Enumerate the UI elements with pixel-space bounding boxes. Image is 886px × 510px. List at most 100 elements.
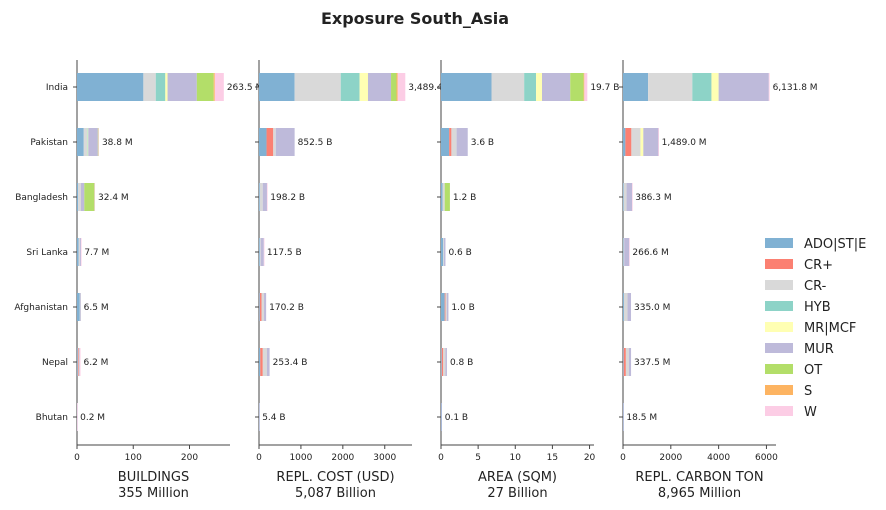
bar-segment [628, 348, 632, 376]
legend-label: HYB [804, 300, 831, 315]
bar-segment [623, 73, 649, 101]
bar-segment [441, 403, 442, 431]
bar-segment [623, 183, 624, 211]
x-tick-label: 100 [125, 453, 142, 463]
bar-segment [80, 183, 85, 211]
bar-total-label: 6,131.8 M [773, 83, 818, 93]
bar-segment [80, 293, 81, 321]
bar-segment [80, 238, 82, 266]
x-tick-label: 0 [256, 453, 262, 463]
bar-segment [623, 128, 626, 156]
x-tick-label: 2000 [659, 453, 682, 463]
bar-segment [491, 73, 525, 101]
legend-label: MUR [804, 342, 834, 357]
bar-segment [451, 128, 457, 156]
category-label: Bangladesh [15, 193, 68, 203]
bar-segment [441, 348, 442, 376]
bar-segment [692, 73, 712, 101]
bar-segment [79, 348, 81, 376]
x-tick-label: 0 [620, 453, 626, 463]
legend-label: S [804, 384, 812, 399]
category-label: Afghanistan [14, 303, 68, 313]
bar-total-label: 0.2 M [80, 413, 105, 423]
bar-segment [77, 348, 79, 376]
bar-segment [640, 128, 644, 156]
x-tick-label: 3000 [373, 453, 396, 463]
bar-segment [84, 183, 95, 211]
bar-segment [262, 183, 267, 211]
x-tick-label: 6000 [755, 453, 778, 463]
bar-segment [711, 73, 719, 101]
bar-segment [456, 128, 468, 156]
bar-total-label: 0.1 B [445, 413, 468, 423]
bar-segment [294, 73, 341, 101]
bar-segment [259, 293, 262, 321]
legend-swatch [765, 322, 793, 332]
bar-segment [259, 348, 261, 376]
bar-segment [536, 73, 543, 101]
bar-segment [97, 128, 99, 156]
bar-segment [441, 73, 492, 101]
legend-label: W [804, 405, 817, 420]
bar-segment [643, 128, 659, 156]
bar-segment [542, 73, 571, 101]
bar-segment [78, 238, 80, 266]
bar-segment [266, 183, 268, 211]
bar-segment [77, 73, 144, 101]
bar-total-label: 1.2 B [453, 193, 476, 203]
bar-segment [658, 128, 659, 156]
bar-segment [78, 183, 81, 211]
bar-total-label: 266.6 M [632, 248, 668, 258]
bar-total-label: 117.5 B [267, 248, 302, 258]
bar-segment [626, 183, 633, 211]
bar-total-label: 170.2 B [269, 303, 304, 313]
chart-title: Exposure South_Asia [321, 9, 509, 28]
x-axis-label: REPL. CARBON TON [635, 470, 763, 485]
bar-segment [623, 403, 624, 431]
legend-label: ADO|ST|E [804, 237, 866, 252]
bar-segment [623, 348, 626, 376]
bar-segment [442, 183, 445, 211]
bar-total-label: 5.4 B [262, 413, 285, 423]
bar-segment [625, 128, 632, 156]
bar-segment [768, 73, 770, 101]
bar-segment [260, 238, 264, 266]
category-label: Nepal [42, 358, 68, 368]
legend-label: CR- [804, 279, 827, 294]
x-axis-total: 8,965 Million [658, 486, 741, 501]
x-axis-total: 5,087 Billion [295, 486, 376, 501]
bar-segment [441, 293, 445, 321]
bar-segment [443, 238, 444, 266]
bar-segment [367, 73, 392, 101]
bar-total-label: 337.5 M [634, 358, 670, 368]
bar-segment [449, 128, 452, 156]
bar-segment [88, 128, 98, 156]
bar-segment [584, 73, 588, 101]
bar-segment [155, 73, 166, 101]
bar-total-label: 3.6 B [471, 138, 494, 148]
bar-total-label: 198.2 B [270, 193, 305, 203]
bar-total-label: 335.0 M [634, 303, 670, 313]
bar-segment [444, 293, 446, 321]
bar-total-label: 7.7 M [84, 248, 109, 258]
bar-segment [79, 238, 81, 266]
bar-segment [631, 128, 641, 156]
bar-segment [167, 73, 197, 101]
bar-segment [214, 73, 224, 101]
bar-segment [445, 293, 447, 321]
category-label: Pakistan [30, 138, 68, 148]
bar-total-label: 38.8 M [102, 138, 133, 148]
bar-segment [98, 128, 99, 156]
bar-segment [77, 403, 78, 431]
bar-segment [648, 73, 693, 101]
bar-total-label: 852.5 B [298, 138, 333, 148]
bar-segment [627, 293, 632, 321]
bar-segment [359, 73, 368, 101]
bar-segment [441, 238, 444, 266]
bar-segment [77, 183, 79, 211]
panel-2: 0 1000 2000 3000 REPL. COST (USD)5,087 Billi… [255, 60, 452, 501]
bar-segment [441, 403, 442, 431]
bar-segment [391, 73, 397, 101]
legend-swatch [765, 238, 793, 248]
